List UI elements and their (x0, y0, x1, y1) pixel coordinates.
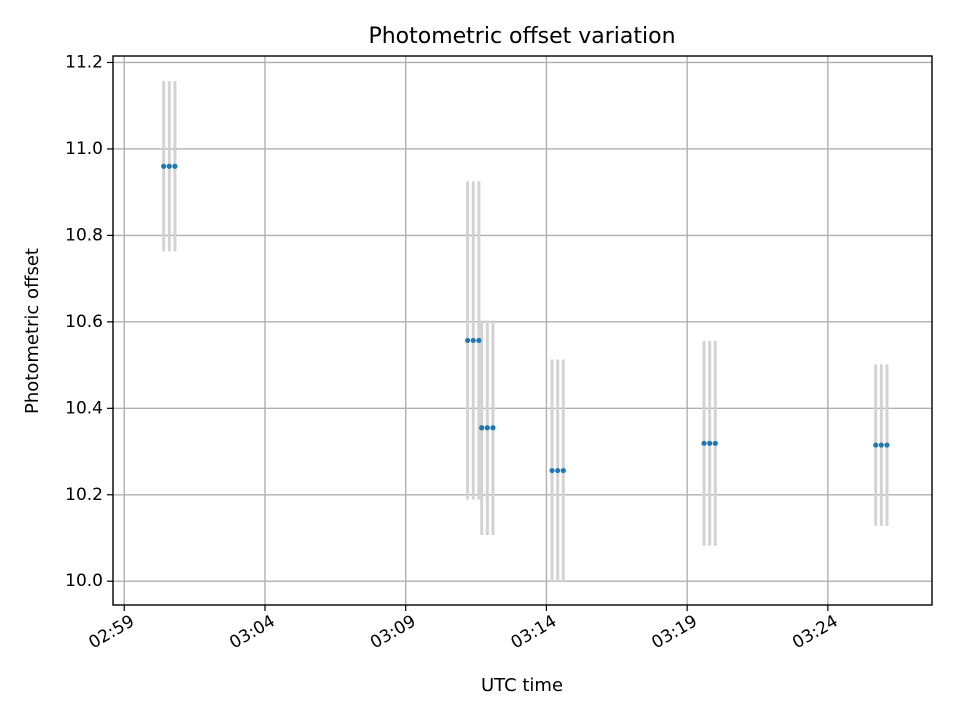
x-tick-label: 03:14 (508, 611, 560, 653)
y-tick-label: 10.2 (65, 485, 103, 505)
data-point (484, 425, 490, 431)
x-tick-label: 02:59 (86, 611, 138, 653)
data-point (560, 467, 566, 474)
y-axis-label: Photometric offset (22, 248, 43, 414)
data-point (470, 337, 476, 344)
data-point (555, 467, 561, 474)
data-point (166, 163, 172, 169)
data-point (161, 163, 167, 169)
data-point (878, 442, 884, 448)
data-point (701, 440, 707, 446)
data-point (490, 425, 496, 431)
y-tick-label: 10.0 (65, 571, 103, 591)
data-point (465, 337, 471, 344)
chart-title: Photometric offset variation (368, 24, 675, 49)
x-tick-label: 03:04 (226, 611, 278, 653)
data-points (161, 163, 890, 474)
errorbars (162, 81, 889, 582)
data-point (712, 440, 718, 446)
x-axis-label: UTC time (481, 675, 563, 696)
x-tick-label: 03:24 (789, 611, 841, 653)
y-tick-label: 10.8 (65, 225, 103, 245)
data-point (172, 163, 178, 169)
data-point (479, 425, 485, 431)
x-tick-label: 03:09 (367, 611, 419, 653)
x-tick-label: 03:19 (648, 611, 700, 653)
data-point (476, 337, 482, 344)
data-point (873, 442, 879, 448)
y-tick-label: 10.4 (65, 398, 103, 418)
data-point (707, 440, 713, 446)
x-axis-ticks: 02:59 03:04 03:09 03:14 03:19 03:24 (86, 605, 842, 653)
y-tick-label: 10.6 (65, 312, 103, 332)
y-tick-label: 11.0 (65, 139, 103, 159)
y-tick-label: 11.2 (65, 52, 103, 72)
data-point (884, 442, 890, 448)
data-point (549, 467, 555, 474)
plot-frame (112, 55, 933, 606)
grid (113, 56, 932, 605)
y-axis-ticks: 10.0 10.2 10.4 10.6 10.8 11.0 11.2 (65, 52, 113, 591)
